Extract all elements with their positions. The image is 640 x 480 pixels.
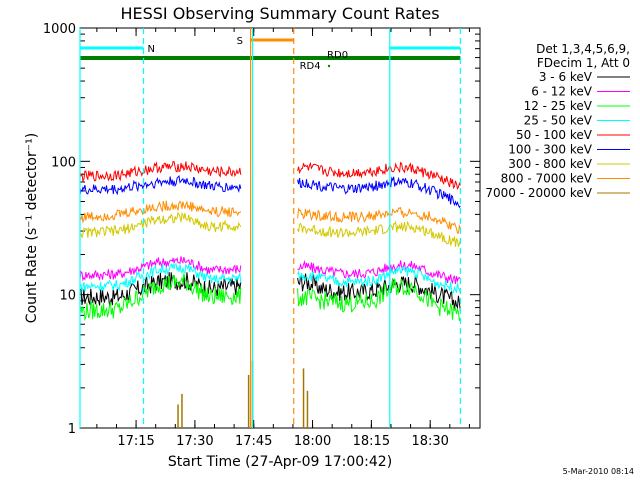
series-line — [79, 200, 242, 224]
y-axis: 1 10 100 1000 — [43, 22, 480, 437]
legend-label: 3 - 6 keV — [539, 70, 593, 84]
legend-label: 25 - 50 keV — [524, 114, 593, 128]
legend-label: 300 - 800 keV — [508, 157, 592, 171]
chart-title: HESSI Observing Summary Count Rates — [120, 4, 439, 23]
series-line — [79, 175, 242, 196]
series-layer — [79, 161, 461, 428]
series-line — [297, 176, 461, 209]
flags-layer: NNSRD4RD0 — [79, 28, 461, 428]
series-line — [297, 265, 461, 295]
series-line — [79, 211, 242, 238]
legend-label: 7000 - 20000 keV — [485, 186, 592, 200]
y-tick-label: 10 — [59, 289, 76, 304]
x-tick-label: 17:30 — [176, 434, 213, 449]
legend-header-line-1: Det 1,3,4,5,6,9, — [536, 42, 630, 56]
x-axis: 17:15 17:30 17:45 18:00 18:15 18:30 — [96, 28, 470, 449]
legend-header-line-2: FDecim 1, Att 0 — [537, 56, 630, 70]
series-line — [79, 272, 242, 306]
flag-label-rd4: RD4 — [300, 61, 321, 72]
series-line — [297, 220, 461, 247]
series-line — [297, 259, 461, 285]
legend-label: 800 - 7000 keV — [501, 172, 593, 186]
legend-label: 12 - 25 keV — [524, 99, 593, 113]
series-line — [79, 273, 242, 322]
y-axis-label: Count Rate (s⁻¹ detector⁻¹) — [24, 133, 40, 323]
x-tick-label: 17:45 — [235, 434, 272, 449]
plot-area — [79, 27, 481, 429]
x-tick-label: 17:15 — [117, 434, 154, 449]
legend-label: 100 - 300 keV — [508, 143, 592, 157]
y-tick-label: 1000 — [43, 22, 76, 37]
legend-label: 50 - 100 keV — [516, 128, 593, 142]
series-line — [79, 262, 242, 292]
x-tick-label: 18:00 — [294, 434, 331, 449]
series-line — [297, 161, 461, 190]
series-line — [79, 256, 242, 282]
y-tick-label: 100 — [51, 155, 76, 170]
flag-label-n: N — [148, 44, 155, 55]
series-line — [297, 206, 461, 234]
flag-marker — [327, 64, 331, 68]
legend: Det 1,3,4,5,6,9, FDecim 1, Att 0 3 - 6 k… — [485, 42, 630, 200]
series-line — [79, 161, 242, 183]
x-tick-label: 18:30 — [411, 434, 448, 449]
series-line — [297, 278, 461, 322]
plot-frame — [79, 27, 481, 429]
x-axis-label: Start Time (27-Apr-09 17:00:42) — [168, 454, 392, 470]
legend-label: 6 - 12 keV — [531, 85, 593, 99]
flag-label-s: S — [237, 36, 243, 47]
series-line — [297, 273, 461, 312]
x-tick-label: 18:15 — [353, 434, 390, 449]
footer-timestamp: 5-Mar-2010 08:14 — [563, 467, 634, 476]
y-tick-label: 1 — [68, 422, 76, 437]
flag-label-rd0: RD0 — [327, 50, 348, 61]
